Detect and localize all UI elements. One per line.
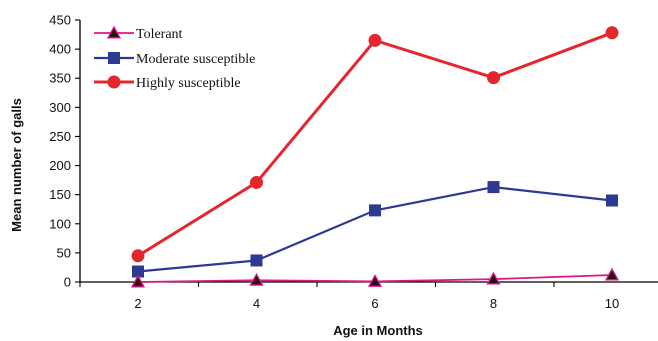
y-tick-label: 350	[49, 71, 71, 86]
data-point	[606, 194, 618, 207]
y-tick-label: 200	[49, 158, 71, 173]
plot-area	[130, 26, 620, 288]
legend: Tolerant Moderate susceptible Highly susce…	[94, 25, 255, 91]
data-point	[250, 254, 263, 267]
x-axis-label: Age in Months	[333, 323, 423, 338]
y-tick-label: 300	[49, 100, 71, 115]
axes: 0 50 100 150 200 250 300 350 400 450 2 4 6 8 10	[49, 13, 658, 311]
y-tick-label: 450	[49, 13, 71, 28]
legend-label: Moderate susceptible	[136, 52, 255, 67]
data-point	[605, 26, 619, 40]
data-point	[368, 33, 382, 47]
y-tick-label: 250	[49, 129, 71, 144]
x-tick-label: 6	[371, 296, 378, 311]
x-tick-label: 10	[605, 296, 619, 311]
y-tick-label: 0	[64, 275, 71, 290]
legend-item: Highly susceptible	[94, 75, 241, 91]
data-point	[369, 204, 381, 217]
data-point	[487, 181, 500, 194]
data-point	[604, 267, 620, 281]
y-axis-label: Mean number of galls	[9, 98, 24, 232]
legend-marker	[108, 52, 120, 64]
data-point	[249, 272, 264, 286]
data-point	[250, 175, 263, 189]
legend-label: Highly susceptible	[136, 76, 241, 91]
legend-marker	[106, 25, 122, 39]
legend-label: Tolerant	[136, 27, 183, 42]
data-point	[131, 249, 145, 263]
series-tolerant	[130, 267, 620, 288]
legend-item: Moderate susceptible	[94, 52, 255, 67]
data-point	[132, 265, 144, 278]
data-point	[487, 71, 500, 85]
series-line	[137, 185, 613, 273]
y-tick-label: 150	[49, 187, 71, 202]
x-tick-label: 4	[253, 296, 260, 311]
y-tick-label: 100	[49, 216, 71, 231]
legend-marker	[107, 75, 121, 89]
x-tick-label: 8	[490, 296, 497, 311]
series-highly-susceptible	[131, 26, 619, 263]
data-point	[486, 271, 501, 285]
y-tick-label: 400	[49, 42, 71, 57]
y-tick-label: 50	[57, 245, 71, 260]
x-tick-label: 2	[134, 296, 141, 311]
data-point	[367, 274, 383, 287]
legend-item: Tolerant	[94, 25, 183, 42]
data-point	[130, 274, 146, 288]
series-moderate-susceptible	[132, 181, 618, 278]
